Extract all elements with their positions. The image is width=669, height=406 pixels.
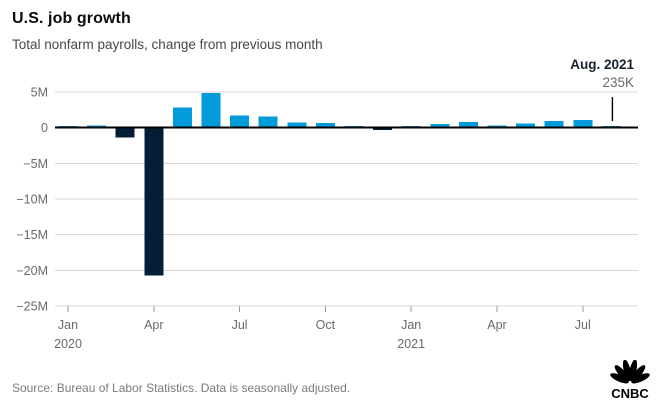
y-tick-label-−15M: −15M: [16, 228, 48, 242]
y-tick-label-−5M: −5M: [23, 157, 48, 171]
x-tick-label-Apr 2020: Apr: [144, 318, 163, 332]
x-tick-label-Apr 2021: Apr: [487, 318, 506, 332]
bar-oct-2020: [315, 122, 335, 128]
annotation-aug-2021: Aug. 2021 235K: [570, 56, 634, 92]
x-tick-label-Oct 2020: Oct: [316, 318, 336, 332]
x-tick-label-Jul 2020: Jul: [232, 318, 248, 332]
x-tick-label-Jul 2021: Jul: [575, 318, 591, 332]
y-tick-label-0: 0: [41, 121, 48, 135]
cnbc-logo-svg: CNBC: [610, 359, 650, 401]
bar-jul-2020: [230, 115, 250, 128]
bar-jun-2020: [201, 93, 221, 128]
y-tick-label-5M: 5M: [31, 86, 48, 100]
chart-subtitle: Total nonfarm payrolls, change from prev…: [12, 37, 323, 52]
bar-dec-2020: [373, 127, 393, 130]
y-tick-label-−20M: −20M: [16, 264, 48, 278]
chart-header: U.S. job growth Total nonfarm payrolls, …: [12, 10, 323, 52]
annotation-label: Aug. 2021: [570, 57, 634, 72]
bar-mar-2021: [458, 122, 478, 128]
y-tick-label-−25M: −25M: [16, 300, 48, 314]
bar-aug-2020: [258, 116, 278, 128]
bar-may-2021: [516, 123, 536, 128]
cnbc-logo: CNBC: [607, 359, 653, 406]
x-tick-year-2021: 2021: [397, 337, 425, 351]
cnbc-peacock-icon: [610, 359, 650, 384]
x-tick-label-Jan 2021: Jan: [401, 318, 421, 332]
annotation-value: 235K: [602, 75, 634, 90]
x-tick-label-Jan 2020: Jan: [58, 318, 78, 332]
bar-apr-2020: [144, 127, 164, 276]
bar-sep-2020: [287, 122, 307, 128]
x-tick-year-2020: 2020: [54, 337, 82, 351]
bar-mar-2020: [115, 127, 135, 138]
chart-title: U.S. job growth: [12, 10, 131, 27]
y-tick-label-−10M: −10M: [16, 193, 48, 207]
bar-jul-2021: [573, 120, 593, 128]
cnbc-wordmark: CNBC: [611, 386, 649, 401]
bar-jun-2021: [544, 120, 564, 128]
bar-may-2020: [172, 107, 192, 128]
source-note: Source: Bureau of Labor Statistics. Data…: [12, 381, 351, 395]
bar-feb-2021: [430, 123, 450, 128]
